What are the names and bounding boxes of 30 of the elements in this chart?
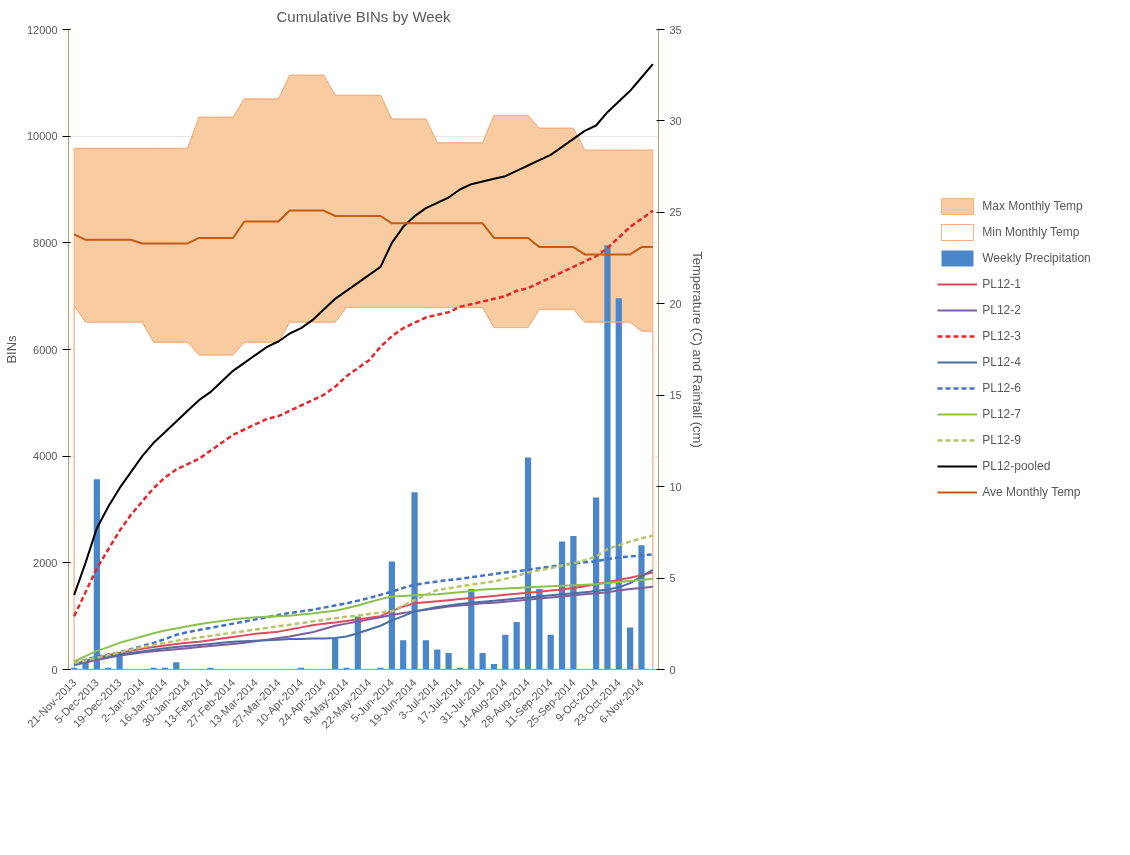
- y2-tick-label: 10: [669, 480, 682, 493]
- legend-label: PL12-2: [982, 303, 1021, 317]
- y2-tick-label: 35: [669, 23, 682, 36]
- chart-title: Cumulative BINs by Week: [276, 7, 451, 25]
- legend-label: Max Monthly Temp: [982, 199, 1083, 213]
- legend-label: Ave Monthly Temp: [982, 485, 1081, 499]
- legend-label: PL12-3: [982, 329, 1021, 343]
- legend-label: PL12-1: [982, 277, 1021, 291]
- y2-axis-title: Temperature (C) and Rainfall (cm): [689, 251, 705, 448]
- y-tick-label: 2000: [33, 556, 58, 569]
- y-tick-label: 10000: [26, 130, 58, 143]
- y2-tick-label: 5: [669, 572, 676, 585]
- legend-label: PL12-9: [982, 433, 1021, 447]
- legend-label: PL12-7: [982, 407, 1021, 421]
- legend-label: PL12-6: [982, 381, 1021, 395]
- legend-label: Min Monthly Temp: [982, 225, 1080, 239]
- y2-tick-label: 0: [669, 663, 676, 676]
- y2-tick-label: 15: [669, 389, 682, 402]
- y-tick-label: 12000: [26, 23, 58, 36]
- y-tick-label: 4000: [33, 450, 58, 463]
- legend-label: PL12-pooled: [982, 459, 1051, 473]
- y2-tick-label: 30: [669, 114, 682, 127]
- y-tick-label: 0: [51, 663, 58, 676]
- legend-label: Weekly Precipitation: [982, 251, 1091, 265]
- y-axis-title: BINs: [3, 334, 19, 364]
- legend-label: PL12-4: [982, 355, 1021, 369]
- y2-tick-label: 25: [669, 206, 682, 219]
- y-tick-label: 8000: [33, 236, 58, 249]
- y2-tick-label: 20: [669, 297, 682, 310]
- y-tick-label: 6000: [33, 343, 58, 356]
